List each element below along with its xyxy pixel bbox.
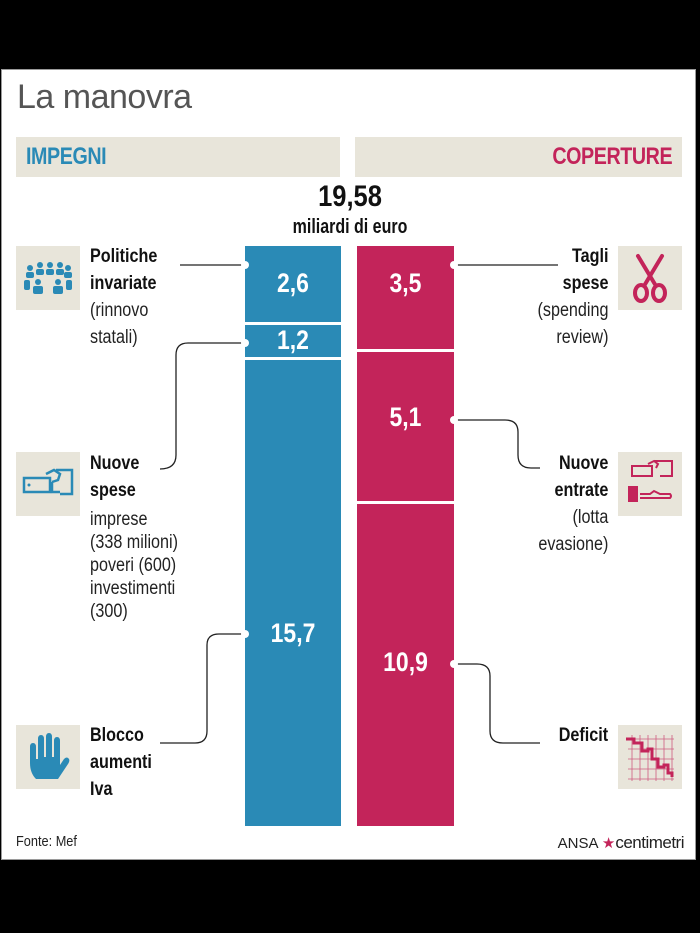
label-title-line: Deficit — [558, 725, 608, 746]
label-title-line: spese — [90, 480, 136, 501]
segment-value: 2,6 — [277, 268, 309, 298]
label-title-line: aumenti — [90, 752, 152, 773]
brand-logo: ANSA ★centimetri — [557, 833, 685, 853]
label-detail-line: poveri (600) — [90, 555, 177, 576]
bar-segment-nuove-entrate: 5,1 — [357, 352, 454, 501]
label-nuove-spese-detail: imprese (338 milioni) poveri (600) inves… — [90, 508, 178, 623]
people-meeting-icon — [16, 246, 80, 310]
label-detail-line: (338 milioni) — [90, 532, 178, 553]
label-title-line: Nuove — [90, 453, 140, 474]
bar-segment-tagli-spese: 3,5 — [357, 246, 454, 349]
label-title-line: Iva — [90, 779, 113, 800]
label-title-line: Politiche — [90, 246, 158, 267]
coperture-header: COPERTURE — [355, 137, 682, 177]
label-detail-line: (spending — [537, 300, 608, 321]
total-value: 19,58 — [318, 180, 382, 213]
declining-chart-icon — [618, 725, 682, 789]
label-detail-line: investimenti — [90, 578, 176, 599]
label-blocco-iva: Blocco aumenti Iva — [90, 722, 152, 803]
label-detail-line: evasione) — [537, 534, 608, 555]
label-title-line: Blocco — [90, 725, 144, 746]
label-detail-line: imprese — [90, 509, 148, 530]
label-tagli-spese: Tagli spese (spending review) — [537, 243, 608, 351]
brand-ansa: ANSA — [557, 835, 598, 852]
label-politiche-invariate: Politiche invariate (rinnovo statali) — [90, 243, 157, 351]
bar-segment-politiche-invariate: 2,6 — [245, 246, 341, 322]
bar-segment-blocco-iva: 15,7 — [245, 360, 341, 826]
coperture-header-label: COPERTURE — [552, 143, 672, 170]
impegni-header-label: IMPEGNI — [26, 143, 107, 170]
label-detail-line: (rinnovo — [90, 300, 149, 321]
bar-segment-nuove-spese: 1,2 — [245, 325, 341, 357]
stop-hand-icon — [16, 725, 80, 789]
page-title: La manovra — [17, 78, 192, 116]
label-deficit: Deficit — [559, 722, 608, 749]
segment-value: 3,5 — [389, 268, 422, 298]
segment-value: 5,1 — [389, 402, 422, 432]
segment-value: 1,2 — [277, 325, 309, 355]
label-nuove-spese: Nuove spese — [90, 450, 139, 504]
segment-value: 15,7 — [270, 618, 316, 648]
label-title-line: entrate — [554, 480, 608, 501]
label-detail-line: (lotta — [572, 507, 608, 528]
scissors-icon — [618, 246, 682, 310]
infographic-card — [1, 69, 696, 860]
payment-collection-icon — [618, 452, 682, 516]
hand-card-payment-icon — [16, 452, 80, 516]
segment-value: 10,9 — [383, 647, 428, 677]
label-title-line: Tagli — [571, 246, 608, 267]
label-title-line: invariate — [90, 273, 157, 294]
label-title-line: spese — [562, 273, 608, 294]
brand-centimetri: centimetri — [615, 833, 684, 852]
brand-star-icon: ★ — [601, 835, 616, 852]
source-note: Fonte: Mef — [16, 833, 77, 850]
label-nuove-entrate: Nuove entrate (lotta evasione) — [538, 450, 608, 558]
label-detail-line: statali) — [90, 327, 138, 348]
impegni-header: IMPEGNI — [16, 137, 340, 177]
label-detail-line: (300) — [90, 601, 128, 622]
label-title-line: Nuove — [558, 453, 608, 474]
total-unit: miliardi di euro — [292, 216, 408, 238]
label-detail-line: review) — [555, 327, 608, 348]
bar-segment-deficit: 10,9 — [357, 504, 454, 826]
